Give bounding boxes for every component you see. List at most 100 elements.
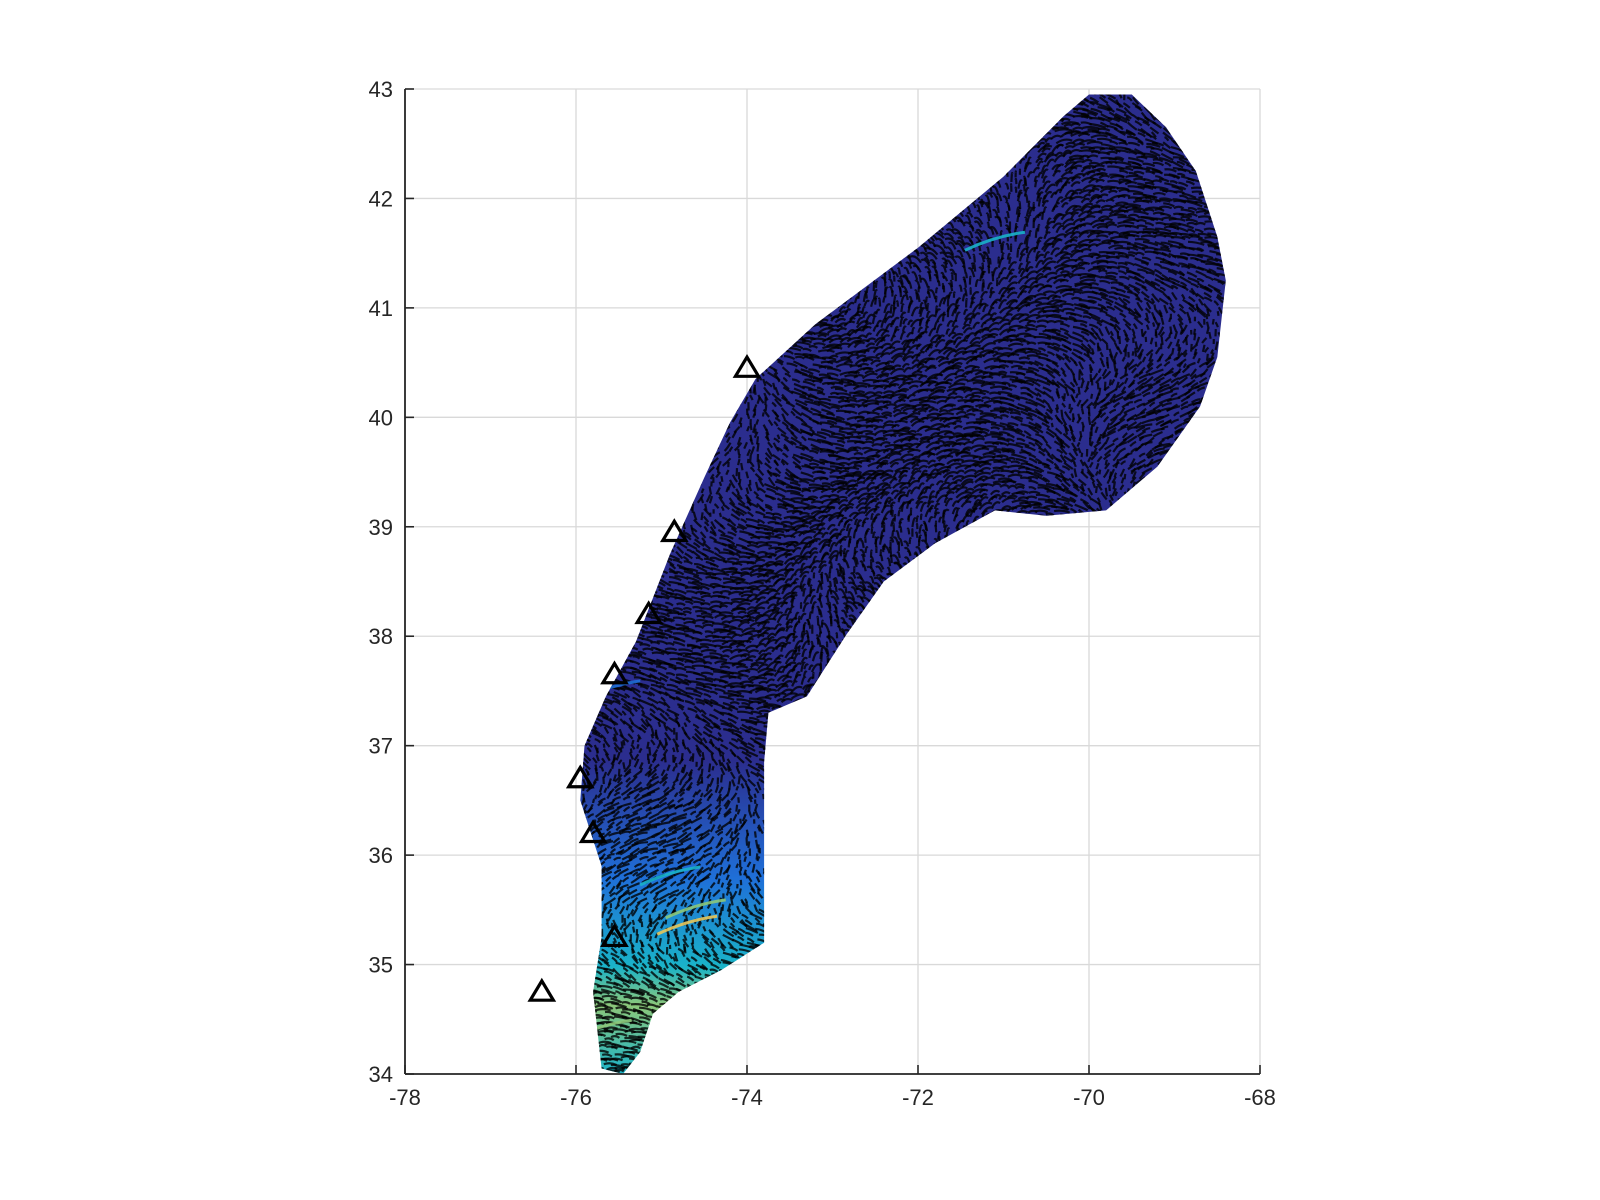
vector-1984 bbox=[630, 205, 647, 210]
vector-1184 bbox=[944, 145, 954, 154]
vector-4732 bbox=[735, 389, 738, 395]
vector-1651 bbox=[1054, 177, 1069, 185]
vector-4646 bbox=[641, 383, 648, 389]
vector-1896 bbox=[1208, 198, 1226, 203]
vector-3344 bbox=[560, 297, 570, 299]
vector-1999 bbox=[766, 201, 777, 211]
vector-1070 bbox=[612, 146, 624, 152]
vector-4342 bbox=[642, 361, 649, 369]
vector-3056 bbox=[704, 278, 716, 286]
vector-509 bbox=[1032, 104, 1050, 111]
vector-37 bbox=[892, 75, 900, 80]
vector-2686 bbox=[789, 245, 803, 253]
vector-2738 bbox=[580, 255, 594, 260]
vector-675 bbox=[1163, 119, 1167, 124]
vector-349 bbox=[962, 94, 973, 101]
vector-2066 bbox=[687, 210, 701, 216]
vector-1190 bbox=[1006, 144, 1011, 152]
vector-2621 bbox=[883, 239, 892, 248]
vector-3954 bbox=[577, 340, 579, 345]
vector-1455 bbox=[659, 171, 674, 177]
vector-2207 bbox=[584, 218, 600, 223]
vector-2841 bbox=[817, 256, 821, 263]
vector-1914 bbox=[683, 201, 700, 207]
vector-4258 bbox=[580, 355, 581, 362]
vector-1333 bbox=[922, 157, 931, 163]
vector-3790 bbox=[1151, 322, 1156, 327]
vector-527 bbox=[1198, 108, 1206, 117]
vector-1216 bbox=[559, 157, 570, 159]
vector-2689 bbox=[815, 244, 824, 253]
vector-3125 bbox=[636, 283, 650, 293]
vector-686 bbox=[580, 123, 588, 128]
vector-421 bbox=[928, 95, 937, 104]
vector-104 bbox=[811, 80, 828, 82]
vector-2058 bbox=[611, 209, 628, 214]
vector-2140 bbox=[667, 217, 685, 222]
vector-1277 bbox=[1108, 157, 1124, 162]
vector-4948 bbox=[623, 400, 632, 406]
vector-2607 bbox=[763, 242, 775, 249]
vector-321 bbox=[713, 99, 724, 108]
vector-2748 bbox=[665, 255, 680, 262]
vector-1463 bbox=[729, 168, 746, 173]
vector-3819 bbox=[730, 326, 739, 334]
vector-411 bbox=[836, 99, 846, 106]
vector-1384 bbox=[701, 166, 721, 170]
vector-932 bbox=[740, 133, 759, 138]
vector-3725 bbox=[567, 325, 571, 329]
vector-1951 bbox=[1016, 191, 1024, 202]
vector-1972 bbox=[1207, 200, 1222, 205]
vector-245 bbox=[710, 94, 719, 101]
vector-2057 bbox=[602, 213, 616, 218]
vector-1824 bbox=[561, 195, 571, 198]
vector-4094 bbox=[1154, 341, 1158, 348]
vector-343 bbox=[910, 94, 919, 97]
vector-370 bbox=[1151, 96, 1157, 107]
vector-4337 bbox=[597, 363, 604, 371]
vector-2536 bbox=[809, 234, 813, 243]
vector-2472 bbox=[905, 232, 923, 240]
vector-575 bbox=[947, 103, 951, 115]
vector-1473 bbox=[821, 164, 826, 175]
vector-2461 bbox=[819, 228, 824, 239]
vector-3199 bbox=[623, 285, 630, 291]
vector-3823 bbox=[764, 327, 775, 332]
vector-3058 bbox=[720, 275, 735, 283]
vector-126 bbox=[1006, 77, 1022, 81]
vector-2673 bbox=[676, 252, 689, 259]
vector-1485 bbox=[914, 167, 929, 176]
vector-1787 bbox=[903, 186, 914, 194]
vector-449 bbox=[1177, 103, 1182, 113]
vector-315 bbox=[651, 95, 658, 105]
vector-1520 bbox=[556, 176, 566, 180]
vector-506 bbox=[1005, 102, 1017, 110]
vector-2669 bbox=[640, 253, 647, 259]
vector-3193 bbox=[580, 287, 584, 293]
vector-2318 bbox=[889, 219, 901, 229]
vector-616 bbox=[632, 116, 638, 123]
vector-1851 bbox=[800, 189, 809, 198]
vector-1849 bbox=[783, 188, 792, 199]
vector-1649 bbox=[1033, 175, 1038, 183]
vector-1098 bbox=[857, 139, 865, 150]
vector-1562 bbox=[933, 171, 941, 178]
vector-3899 bbox=[768, 333, 780, 340]
vector-536 bbox=[594, 111, 609, 119]
vector-1326 bbox=[861, 156, 865, 164]
vector-2734 bbox=[1222, 252, 1226, 259]
vector-2666 bbox=[610, 250, 622, 255]
vector-576 bbox=[955, 106, 960, 115]
vector-1447 bbox=[583, 167, 601, 173]
vector-4713 bbox=[569, 389, 571, 394]
vector-1906 bbox=[610, 200, 627, 206]
vector-2368 bbox=[669, 233, 682, 238]
vector-4420 bbox=[663, 366, 669, 374]
vector-4788 bbox=[555, 394, 558, 402]
vector-2826 bbox=[684, 260, 696, 265]
vector-1400 bbox=[844, 160, 850, 171]
vector-2012 bbox=[871, 203, 884, 211]
vector-4126 bbox=[757, 345, 766, 353]
vector-120 bbox=[957, 77, 966, 84]
vector-635 bbox=[798, 112, 810, 119]
